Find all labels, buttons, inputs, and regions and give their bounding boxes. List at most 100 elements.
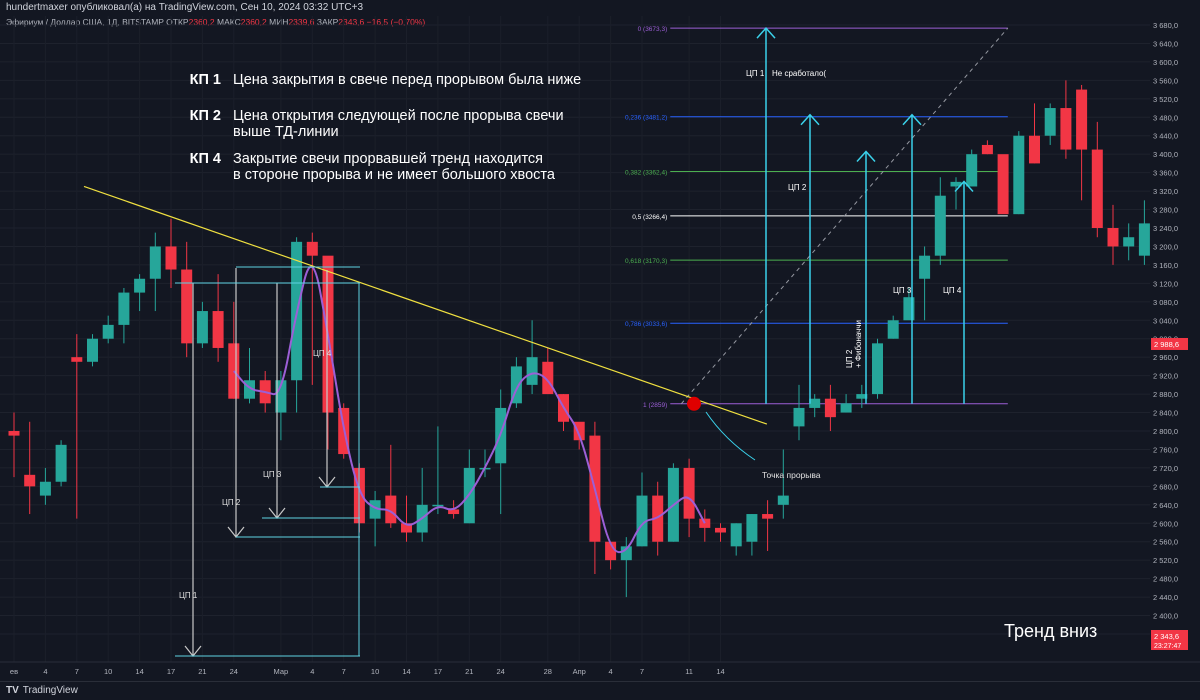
rotated-label: ЦП 2+ Фибоначчи <box>845 320 863 368</box>
candle-body <box>134 279 145 293</box>
breakout-dot <box>687 397 701 411</box>
candle-body <box>307 242 318 256</box>
candle-body <box>56 445 67 482</box>
note-kp4-num: КП 4 <box>174 151 221 167</box>
target-label-failed: Не сработало( <box>772 69 826 78</box>
time-tick: 10 <box>371 667 379 676</box>
candle-body <box>1045 108 1056 136</box>
candle-body <box>872 343 883 394</box>
time-tick: 7 <box>75 667 79 676</box>
time-tick: 4 <box>43 667 47 676</box>
price-tick: 3 120,0 <box>1153 279 1178 288</box>
note-kp2: КП 2 Цена открытия следующей после прорыв… <box>174 108 564 140</box>
candle-body <box>731 523 742 546</box>
time-tick: ев <box>10 667 18 676</box>
candle-body <box>825 399 836 417</box>
candle-body <box>778 496 789 505</box>
candle-body <box>1123 237 1134 246</box>
candle-body <box>40 482 51 496</box>
target-label-cp4: ЦП 4 <box>943 286 962 295</box>
candle-body <box>715 528 726 533</box>
candle-body <box>1108 228 1119 246</box>
candle-body <box>1013 136 1024 214</box>
time-tick: 24 <box>230 667 238 676</box>
target-label-fib: + Фибоначчи <box>854 320 863 368</box>
price-tick: 2 880,0 <box>1153 390 1178 399</box>
note-kp2-num: КП 2 <box>174 108 221 124</box>
candle-body <box>166 246 177 269</box>
candle-body <box>935 196 946 256</box>
price-tick: 2 840,0 <box>1153 409 1178 418</box>
price-tick: 3 160,0 <box>1153 261 1178 270</box>
note-kp2-text-1: Цена открытия следующей после прорыва св… <box>233 108 564 124</box>
target-label-cp2: ЦП 2 <box>788 183 807 192</box>
candle-body <box>213 311 224 348</box>
fib-level-label: 0 (3673,3) <box>638 26 668 33</box>
candle-body <box>794 408 805 426</box>
price-tick: 2 960,0 <box>1153 353 1178 362</box>
tradingview-logo[interactable]: TV TradingView <box>6 685 78 696</box>
price-tick: 2 640,0 <box>1153 501 1178 510</box>
price-tick: 3 680,0 <box>1153 21 1178 30</box>
candle-body <box>432 505 443 507</box>
candle-body <box>998 154 1009 214</box>
candle-body <box>1029 136 1040 164</box>
note-kp1-num: КП 1 <box>174 72 221 88</box>
time-tick: 24 <box>497 667 505 676</box>
price-tick: 3 520,0 <box>1153 95 1178 104</box>
price-tick: 3 280,0 <box>1153 206 1178 215</box>
time-tick: 21 <box>465 667 473 676</box>
time-tick: 7 <box>640 667 644 676</box>
candle-body <box>919 256 930 279</box>
time-tick: 7 <box>342 667 346 676</box>
price-tick: 3 240,0 <box>1153 224 1178 233</box>
price-tick: 3 080,0 <box>1153 298 1178 307</box>
time-tick: 28 <box>544 667 552 676</box>
time-tick: 21 <box>198 667 206 676</box>
time-tick: 14 <box>135 667 143 676</box>
tradingview-brand: TradingView <box>23 685 78 696</box>
candle-body <box>966 154 977 186</box>
current-price-tag: 2 343,6 <box>1154 632 1179 641</box>
price-tick: 3 400,0 <box>1153 150 1178 159</box>
price-tick: 2 400,0 <box>1153 612 1178 621</box>
price-tick: 2 480,0 <box>1153 575 1178 584</box>
price-tick: 3 480,0 <box>1153 113 1178 122</box>
price-tick: 2 720,0 <box>1153 464 1178 473</box>
price-tick: 2 920,0 <box>1153 372 1178 381</box>
last-price-tag: 2 988,6 <box>1154 340 1179 349</box>
breakout-label: Точка прорыва <box>762 470 821 480</box>
time-tick: 11 <box>685 667 693 676</box>
target-label-cp2-fib: ЦП 2 <box>845 349 854 368</box>
price-tick: 3 360,0 <box>1153 169 1178 178</box>
price-tick: 2 560,0 <box>1153 538 1178 547</box>
candle-body <box>1139 223 1150 255</box>
candle-body <box>24 475 35 487</box>
time-tick: Мар <box>274 667 289 676</box>
price-tick: 3 040,0 <box>1153 316 1178 325</box>
fib-level-label: 0,236 (3481,2) <box>625 115 667 122</box>
breakout-pointer <box>706 412 755 460</box>
fib-level-label: 0,382 (3362,4) <box>625 170 667 177</box>
time-tick: 17 <box>167 667 175 676</box>
tradingview-logo-icon: TV <box>6 685 19 696</box>
price-tick: 2 760,0 <box>1153 445 1178 454</box>
candle-body <box>762 514 773 519</box>
trend-label: Тренд вниз <box>1004 621 1097 641</box>
current-price-time: 23:27:47 <box>1154 643 1181 650</box>
time-tick: 17 <box>434 667 442 676</box>
candle-body <box>150 246 161 278</box>
time-tick: 10 <box>104 667 112 676</box>
candle-body <box>841 403 852 412</box>
target-label-cp1: ЦП 1 <box>746 69 765 78</box>
candle-body <box>982 145 993 154</box>
candle-body <box>527 357 538 385</box>
price-tick: 3 320,0 <box>1153 187 1178 196</box>
time-tick: 4 <box>609 667 613 676</box>
candle-body <box>809 399 820 408</box>
candle-body <box>1060 108 1071 150</box>
price-tick: 2 520,0 <box>1153 556 1178 565</box>
fib-level-label: 0,5 (3266,4) <box>632 214 667 221</box>
